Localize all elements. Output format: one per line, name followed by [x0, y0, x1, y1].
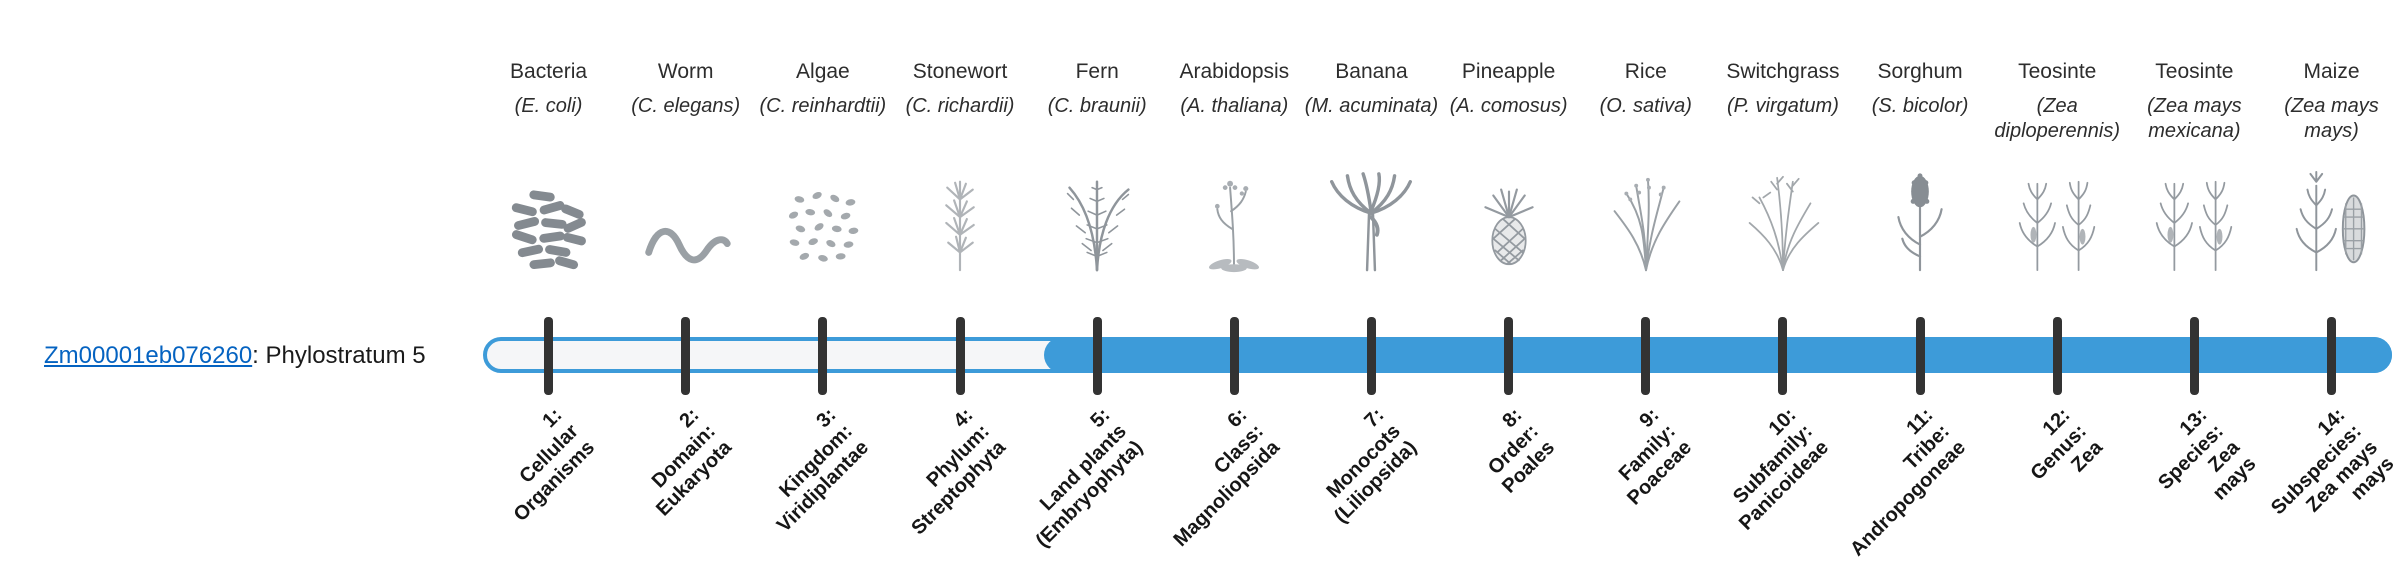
- phylostratum-tick-4: [955, 317, 965, 395]
- organism-scientific-name: (E. coli): [514, 95, 583, 117]
- organism-name: Stonewort: [912, 60, 1008, 83]
- stratum-column: Fern (C. braunii): [1028, 0, 1166, 580]
- teosinte-icon: [2137, 160, 2251, 276]
- phylostratum-tick-13: [2189, 317, 2199, 395]
- organism-name: Teosinte: [2155, 60, 2234, 83]
- rice-plant-icon: [1589, 160, 1703, 276]
- switchgrass-icon: [1726, 160, 1840, 276]
- phylostratum-tick-3: [818, 317, 828, 395]
- stratum-column: Switchgrass (P. virgatum): [1714, 0, 1852, 580]
- phylostratum-tick-6: [1229, 317, 1239, 395]
- gene-label: Zm00001eb076260: Phylostratum 5: [44, 341, 426, 371]
- stratum-column: Rice (O. sativa): [1577, 0, 1715, 580]
- maize-icon: [2275, 160, 2389, 276]
- stratum-column: Banana (M. acuminata): [1302, 0, 1440, 580]
- stratum-column: Teosinte (Zea mays mexicana): [2125, 0, 2263, 580]
- stratum-column: Sorghum (S. bicolor): [1851, 0, 1989, 580]
- organism-name: Banana: [1335, 60, 1408, 83]
- phylostratum-tick-5: [1092, 317, 1102, 395]
- phylostratum-tick-12: [2052, 317, 2062, 395]
- bacteria-icon: [492, 160, 606, 276]
- organism-scientific-name: (O. sativa): [1599, 95, 1692, 117]
- stonewort-icon: [903, 160, 1017, 276]
- organism-scientific-name: (C. richardii): [905, 95, 1015, 117]
- stratum-column: Teosinte (Zea diploperennis): [1988, 0, 2126, 580]
- stratum-column: Maize (Zea mays mays): [2263, 0, 2400, 580]
- organism-scientific-name: (A. thaliana): [1180, 95, 1289, 117]
- organism-scientific-name: (M. acuminata): [1304, 95, 1439, 117]
- phylostratum-tick-10: [1778, 317, 1788, 395]
- organism-scientific-name: (A. comosus): [1449, 95, 1568, 117]
- organism-scientific-name: (P. virgatum): [1726, 95, 1839, 117]
- organism-name: Algae: [796, 60, 850, 83]
- phylostratum-tick-1: [544, 317, 554, 395]
- phylostratum-tick-11: [1915, 317, 1925, 395]
- organism-scientific-name: (C. braunii): [1047, 95, 1147, 117]
- phylostratum-tick-9: [1641, 317, 1651, 395]
- arabidopsis-icon: [1177, 160, 1291, 276]
- organism-name: Maize: [2303, 60, 2360, 83]
- organism-scientific-name: (S. bicolor): [1871, 95, 1969, 117]
- organism-scientific-name: (C. elegans): [631, 95, 741, 117]
- organism-name: Rice: [1624, 60, 1667, 83]
- phylostratum-tick-7: [1366, 317, 1376, 395]
- organism-name: Teosinte: [2018, 60, 2097, 83]
- stratum-column: Worm (C. elegans): [617, 0, 755, 580]
- stratum-column: Pineapple (A. comosus): [1440, 0, 1578, 580]
- phylostratum-tick-14: [2327, 317, 2337, 395]
- phylostrata-bar-fill: [1044, 337, 2392, 373]
- organism-name: Sorghum: [1877, 60, 1963, 83]
- phylostratum-tick-8: [1504, 317, 1514, 395]
- phylostratum-tick-2: [681, 317, 691, 395]
- organism-scientific-name: (Zea mays mays): [2284, 95, 2379, 142]
- organism-scientific-name: (C. reinhardtii): [759, 95, 887, 117]
- organism-scientific-name: (Zea mays mexicana): [2147, 95, 2242, 142]
- banana-plant-icon: [1314, 160, 1428, 276]
- organism-scientific-name: (Zea diploperennis): [1994, 95, 2121, 142]
- organism-name: Switchgrass: [1726, 60, 1840, 83]
- pineapple-icon: [1452, 160, 1566, 276]
- organism-name: Pineapple: [1461, 60, 1556, 83]
- algae-icon: [766, 160, 880, 276]
- organism-name: Bacteria: [510, 60, 588, 83]
- organism-name: Fern: [1075, 60, 1119, 83]
- stratum-column: Stonewort (C. richardii): [891, 0, 1029, 580]
- worm-icon: [629, 160, 743, 276]
- organism-name: Arabidopsis: [1179, 60, 1290, 83]
- organism-name: Worm: [657, 60, 714, 83]
- fern-icon: [1040, 160, 1154, 276]
- stratum-column: Algae (C. reinhardtii): [754, 0, 892, 580]
- gene-phylostratum-text: : Phylostratum 5: [252, 342, 426, 369]
- sorghum-icon: [1863, 160, 1977, 276]
- stratum-column: Arabidopsis (A. thaliana): [1165, 0, 1303, 580]
- stratum-column: Bacteria (E. coli): [480, 0, 618, 580]
- gene-link[interactable]: Zm00001eb076260: [44, 342, 253, 369]
- teosinte-icon: [2000, 160, 2114, 276]
